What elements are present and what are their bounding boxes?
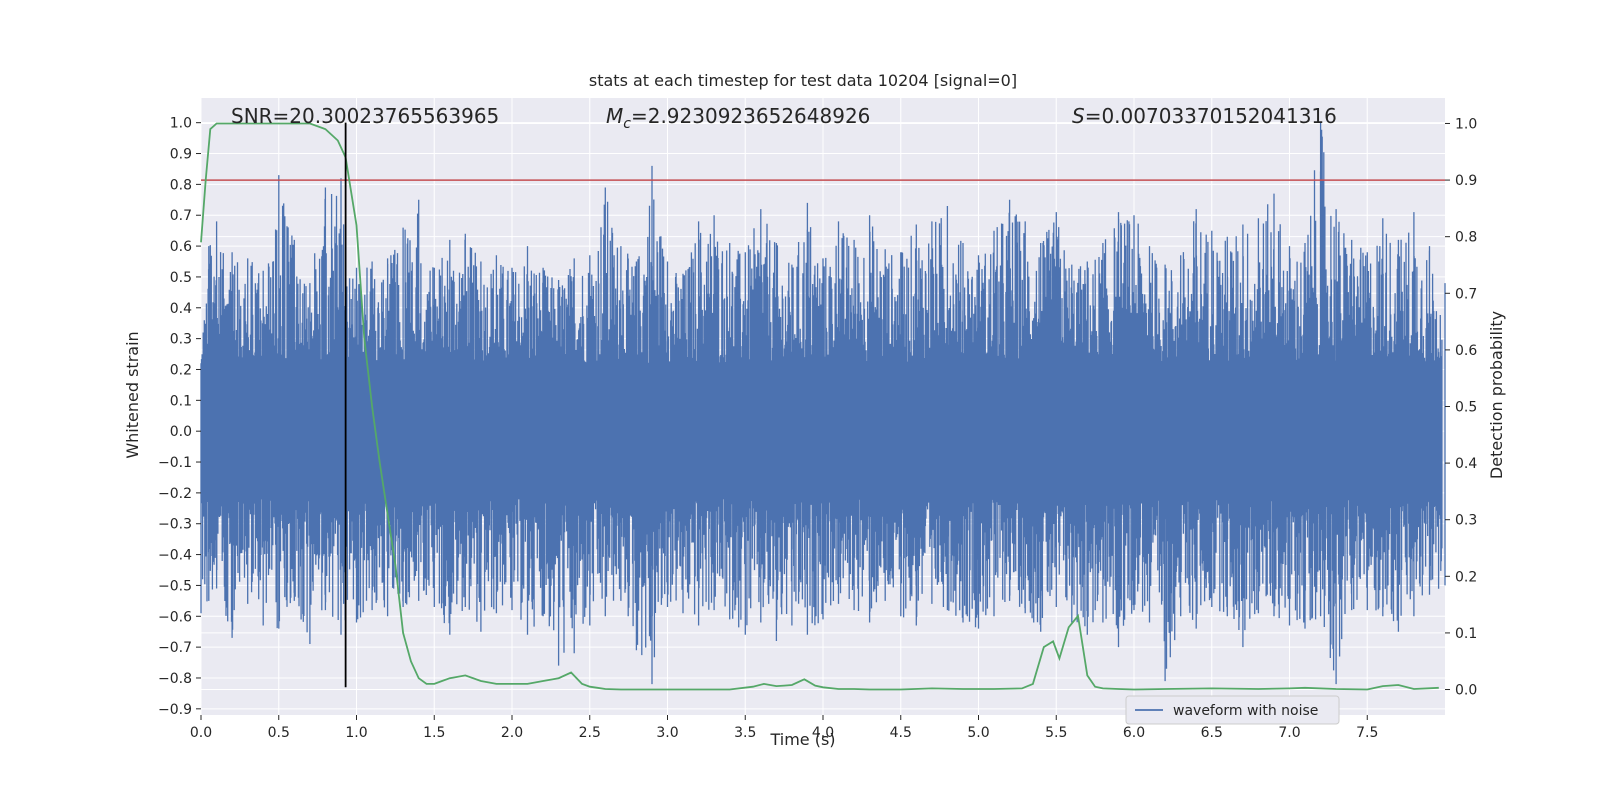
x-tick-label: 1.0 bbox=[345, 725, 367, 741]
chirp-mass-annotation: Mc=2.9230923652648926 bbox=[606, 104, 870, 132]
x-tick-label: 2.5 bbox=[579, 725, 601, 741]
y-tick-label: −0.4 bbox=[158, 548, 192, 564]
chart-title: stats at each timestep for test data 102… bbox=[589, 71, 1017, 90]
snr-annotation: SNR=20.30023765563965 bbox=[231, 104, 499, 128]
probability-series bbox=[200, 122, 1439, 691]
x-tick-label: 3.5 bbox=[734, 725, 756, 741]
x-tick-label: 7.0 bbox=[1278, 725, 1300, 741]
x-tick-label: 0.5 bbox=[268, 725, 290, 741]
y-tick-label: 0.6 bbox=[170, 239, 192, 255]
y-tick-label: 0.8 bbox=[170, 177, 192, 193]
y-tick-label: −0.1 bbox=[158, 455, 192, 471]
y2-tick-label: 0.4 bbox=[1455, 456, 1477, 472]
y2-tick-label: 0.0 bbox=[1455, 683, 1477, 699]
y-tick-label: 0.4 bbox=[170, 301, 192, 317]
x-tick-label: 2.0 bbox=[501, 725, 523, 741]
y-tick-label: 0.1 bbox=[170, 393, 192, 409]
legend-label-waveform: waveform with noise bbox=[1173, 703, 1318, 719]
s-value: =0.00703370152041316 bbox=[1085, 104, 1337, 128]
y2-tick-label: 0.9 bbox=[1455, 173, 1477, 189]
y-tick-label: −0.7 bbox=[158, 640, 192, 656]
y-tick-label: 0.7 bbox=[170, 208, 192, 224]
x-tick-label: 4.0 bbox=[812, 725, 834, 741]
y-tick-label: 1.0 bbox=[170, 116, 192, 132]
waveform-core bbox=[201, 363, 1442, 500]
legend-box bbox=[1125, 695, 1340, 725]
x-axis-label: Time (s) bbox=[769, 730, 835, 749]
chirp-mass-symbol: M bbox=[606, 104, 623, 128]
x-tick-label: 0.0 bbox=[190, 725, 212, 741]
y2-tick-label: 0.3 bbox=[1455, 513, 1477, 529]
x-axis-ticks: 0.0 0.5 1.0 1.5 2.0 2.5 3.0 3.5 4.0 4.5 5.0 5.5 6.0 6… bbox=[190, 715, 1378, 741]
legend: waveform with noise bbox=[1125, 695, 1340, 725]
y-tick-label: −0.8 bbox=[158, 671, 192, 687]
y2-tick-label: 0.6 bbox=[1455, 343, 1477, 359]
waveform-series bbox=[200, 122, 1446, 685]
y-tick-label: 0.5 bbox=[170, 270, 192, 286]
y2-tick-label: 0.2 bbox=[1455, 569, 1477, 585]
y-tick-label: −0.2 bbox=[158, 486, 192, 502]
y2-tick-label: 1.0 bbox=[1455, 116, 1477, 132]
y-axis-ticks: 1.0 0.9 0.8 0.7 0.6 0.5 0.4 0.3 0.2 0.1 0.0 −0.1 −0.… bbox=[158, 116, 201, 718]
x-tick-label: 3.0 bbox=[656, 725, 678, 741]
x-tick-label: 6.0 bbox=[1123, 725, 1145, 741]
y-axis-label: Whitened strain bbox=[123, 331, 142, 458]
y-tick-label: 0.9 bbox=[170, 147, 192, 163]
y2-axis-label: Detection probability bbox=[1487, 311, 1506, 479]
y-tick-label: 0.0 bbox=[170, 424, 192, 440]
y2-tick-label: 0.7 bbox=[1455, 286, 1477, 302]
y-tick-label: 0.2 bbox=[170, 362, 192, 378]
s-annotation: S=0.00703370152041316 bbox=[1072, 104, 1337, 128]
y2-tick-label: 0.5 bbox=[1455, 400, 1477, 416]
y-tick-label: −0.6 bbox=[158, 609, 192, 625]
probability-line bbox=[200, 122, 1439, 691]
y-tick-label: −0.9 bbox=[158, 702, 192, 718]
y2-axis-ticks: 1.0 0.9 0.8 0.7 0.6 0.5 0.4 0.3 0.2 0.1 0.0 bbox=[1445, 116, 1477, 699]
chirp-mass-value: =2.9230923652648926 bbox=[631, 104, 870, 128]
y-tick-label: −0.5 bbox=[158, 578, 192, 594]
chirp-mass-subscript: c bbox=[623, 116, 631, 132]
y2-tick-label: 0.8 bbox=[1455, 230, 1477, 246]
y-tick-label: 0.3 bbox=[170, 332, 192, 348]
s-symbol: S bbox=[1072, 104, 1085, 128]
x-tick-label: 1.5 bbox=[423, 725, 445, 741]
x-tick-label: 4.5 bbox=[890, 725, 912, 741]
y-tick-label: −0.3 bbox=[158, 517, 192, 533]
x-tick-label: 5.0 bbox=[967, 725, 989, 741]
y2-tick-label: 0.1 bbox=[1455, 626, 1477, 642]
x-tick-label: 6.5 bbox=[1201, 725, 1223, 741]
x-tick-label: 5.5 bbox=[1045, 725, 1067, 741]
x-tick-label: 7.5 bbox=[1356, 725, 1378, 741]
